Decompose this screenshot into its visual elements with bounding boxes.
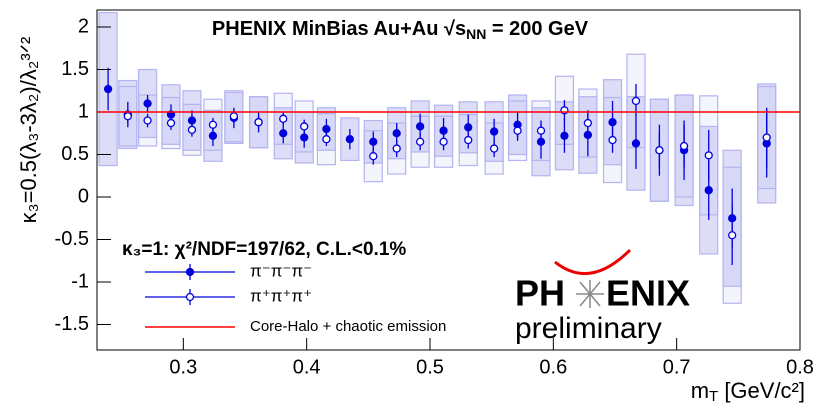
point: [123, 112, 132, 121]
point: [187, 125, 197, 135]
point: [583, 118, 593, 128]
point: [279, 129, 288, 138]
y-tick-label: 2: [78, 15, 89, 37]
y-tick-label: 0: [78, 185, 89, 207]
y-tick-label: 1.5: [61, 58, 89, 80]
point: [143, 99, 152, 108]
point: [300, 133, 309, 142]
legend-marker: [185, 267, 195, 277]
point: [464, 123, 473, 132]
logo-arc: [554, 248, 632, 276]
point: [369, 152, 378, 161]
point: [631, 139, 641, 148]
logo-star: [576, 280, 604, 308]
point: [369, 137, 378, 146]
point: [704, 186, 713, 195]
xlabel-part: [GeV/c²]: [718, 378, 805, 403]
point: [103, 84, 113, 94]
main-layer: [103, 67, 771, 265]
point: [536, 126, 546, 135]
logo-left: PH: [515, 273, 565, 314]
point: [679, 141, 689, 151]
y-axis-label: κ₃=0.5(λ₃-3λ₂)/λ₂³ᐟ²: [16, 37, 41, 224]
point: [143, 116, 152, 125]
y-tick-label: -1: [71, 270, 89, 292]
x-tick-label: 0.7: [663, 356, 691, 378]
point: [439, 126, 448, 135]
y-tick-label: -0.5: [55, 228, 89, 250]
xlabel-part: m: [691, 378, 709, 403]
x-tick-label: 0.8: [786, 356, 814, 378]
point: [464, 135, 473, 145]
chart-title: PHENIX MinBias Au+Au √sNN = 200 GeV: [212, 18, 589, 41]
logo-right: ENIX: [606, 273, 690, 314]
y-tick-label: 0.5: [61, 143, 89, 165]
point: [608, 118, 617, 127]
y-tick-label: -1.5: [55, 313, 89, 335]
point: [392, 144, 401, 153]
point: [415, 137, 425, 146]
point: [279, 114, 288, 123]
point: [762, 133, 771, 142]
point: [489, 144, 499, 153]
x-tick-label: 0.6: [539, 356, 567, 378]
y-tick-label: 1: [78, 100, 89, 122]
x-axis-label: mT [GeV/c²]: [691, 378, 805, 405]
point: [392, 129, 401, 138]
legend-marker: [185, 292, 195, 302]
title-part: NN: [466, 26, 486, 42]
point: [322, 124, 331, 134]
point: [187, 116, 197, 125]
point: [322, 135, 331, 144]
point: [728, 231, 737, 240]
x-tick-label: 0.4: [293, 356, 321, 378]
legend-label: π⁺π⁺π⁺: [250, 286, 312, 305]
point: [208, 120, 218, 129]
point: [254, 118, 263, 127]
point: [489, 127, 499, 136]
point: [608, 135, 617, 145]
point: [229, 112, 239, 121]
x-tick-label: 0.3: [169, 356, 197, 378]
plot-frame: [96, 9, 801, 351]
point: [415, 122, 425, 131]
point: [166, 118, 176, 128]
point: [345, 135, 354, 144]
point: [704, 151, 713, 160]
point: [513, 126, 522, 135]
point: [300, 122, 309, 131]
x-tick-label: 0.5: [416, 356, 444, 378]
title-part: PHENIX MinBias Au+Au √s: [212, 18, 466, 40]
point: [655, 146, 664, 155]
title-part: = 200 GeV: [486, 18, 588, 40]
legend-label: Core-Halo + chaotic emission: [250, 318, 446, 335]
annotation: κ₃=1: χ²/NDF=197/62, C.L.<0.1%: [122, 239, 406, 260]
logo-tag: preliminary: [515, 312, 662, 345]
point: [439, 137, 448, 146]
point: [631, 96, 641, 106]
legend-label: π⁻π⁻π⁻: [250, 261, 312, 280]
point: [560, 131, 569, 140]
point: [208, 131, 218, 140]
xlabel-part: T: [709, 388, 718, 405]
